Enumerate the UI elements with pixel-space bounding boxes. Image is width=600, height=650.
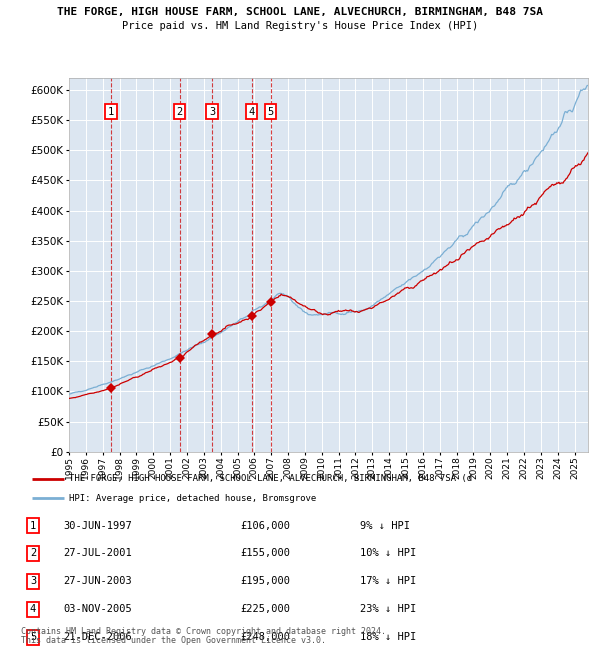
Text: 21-DEC-2006: 21-DEC-2006: [63, 632, 132, 642]
Text: £225,000: £225,000: [240, 604, 290, 614]
Text: £195,000: £195,000: [240, 577, 290, 586]
Text: 9% ↓ HPI: 9% ↓ HPI: [360, 521, 410, 530]
Text: HPI: Average price, detached house, Bromsgrove: HPI: Average price, detached house, Brom…: [69, 494, 316, 502]
Text: £155,000: £155,000: [240, 549, 290, 558]
Text: £248,000: £248,000: [240, 632, 290, 642]
Text: £106,000: £106,000: [240, 521, 290, 530]
Text: 3: 3: [209, 107, 215, 116]
Text: 17% ↓ HPI: 17% ↓ HPI: [360, 577, 416, 586]
Text: 10% ↓ HPI: 10% ↓ HPI: [360, 549, 416, 558]
Text: 27-JUL-2001: 27-JUL-2001: [63, 549, 132, 558]
Text: 5: 5: [30, 632, 36, 642]
Text: 1: 1: [30, 521, 36, 530]
Text: 03-NOV-2005: 03-NOV-2005: [63, 604, 132, 614]
Text: 18% ↓ HPI: 18% ↓ HPI: [360, 632, 416, 642]
Text: 4: 4: [30, 604, 36, 614]
Text: 2: 2: [30, 549, 36, 558]
Text: 27-JUN-2003: 27-JUN-2003: [63, 577, 132, 586]
Text: This data is licensed under the Open Government Licence v3.0.: This data is licensed under the Open Gov…: [21, 636, 326, 645]
Text: 1: 1: [108, 107, 114, 116]
Text: 5: 5: [268, 107, 274, 116]
Text: 2: 2: [176, 107, 183, 116]
Text: Contains HM Land Registry data © Crown copyright and database right 2024.: Contains HM Land Registry data © Crown c…: [21, 627, 386, 636]
Text: 4: 4: [248, 107, 255, 116]
Text: 30-JUN-1997: 30-JUN-1997: [63, 521, 132, 530]
Text: 3: 3: [30, 577, 36, 586]
Text: THE FORGE, HIGH HOUSE FARM, SCHOOL LANE, ALVECHURCH, BIRMINGHAM, B48 7SA (d: THE FORGE, HIGH HOUSE FARM, SCHOOL LANE,…: [69, 474, 472, 484]
Text: Price paid vs. HM Land Registry's House Price Index (HPI): Price paid vs. HM Land Registry's House …: [122, 21, 478, 31]
Text: THE FORGE, HIGH HOUSE FARM, SCHOOL LANE, ALVECHURCH, BIRMINGHAM, B48 7SA: THE FORGE, HIGH HOUSE FARM, SCHOOL LANE,…: [57, 6, 543, 16]
Text: 23% ↓ HPI: 23% ↓ HPI: [360, 604, 416, 614]
